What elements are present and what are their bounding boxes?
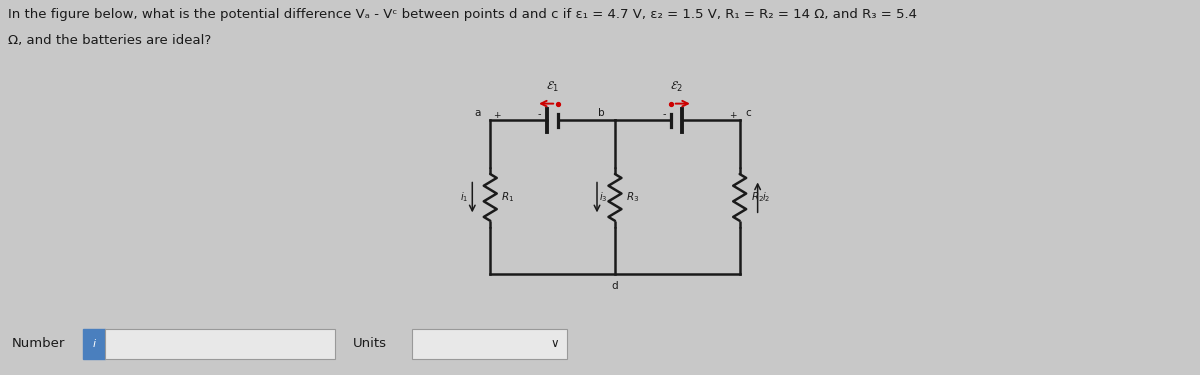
FancyBboxPatch shape: [83, 329, 106, 359]
Text: -: -: [538, 110, 541, 120]
Text: -: -: [662, 110, 666, 120]
Text: d: d: [612, 281, 618, 291]
Text: $\mathcal{E}_2$: $\mathcal{E}_2$: [671, 80, 683, 94]
FancyBboxPatch shape: [106, 329, 335, 359]
Text: $R_1$: $R_1$: [502, 190, 515, 204]
Text: i: i: [92, 339, 96, 349]
FancyBboxPatch shape: [413, 329, 568, 359]
Text: $i_2$: $i_2$: [762, 190, 770, 204]
Text: $R_2$: $R_2$: [751, 190, 763, 204]
Text: +: +: [730, 111, 737, 120]
Text: Ω, and the batteries are ideal?: Ω, and the batteries are ideal?: [8, 34, 211, 47]
Text: +: +: [493, 111, 500, 120]
Text: Number: Number: [11, 338, 65, 350]
Text: $\mathcal{E}_1$: $\mathcal{E}_1$: [546, 80, 559, 94]
Text: Units: Units: [353, 338, 386, 350]
Text: In the figure below, what is the potential difference Vₐ - Vᶜ between points d a: In the figure below, what is the potenti…: [8, 8, 917, 21]
Text: $i_3$: $i_3$: [599, 190, 607, 204]
Text: c: c: [745, 108, 751, 117]
Text: $i_1$: $i_1$: [460, 190, 468, 204]
Text: a: a: [474, 108, 480, 117]
Text: ∨: ∨: [551, 338, 559, 350]
Text: b: b: [599, 108, 605, 117]
Text: $R_3$: $R_3$: [626, 190, 640, 204]
